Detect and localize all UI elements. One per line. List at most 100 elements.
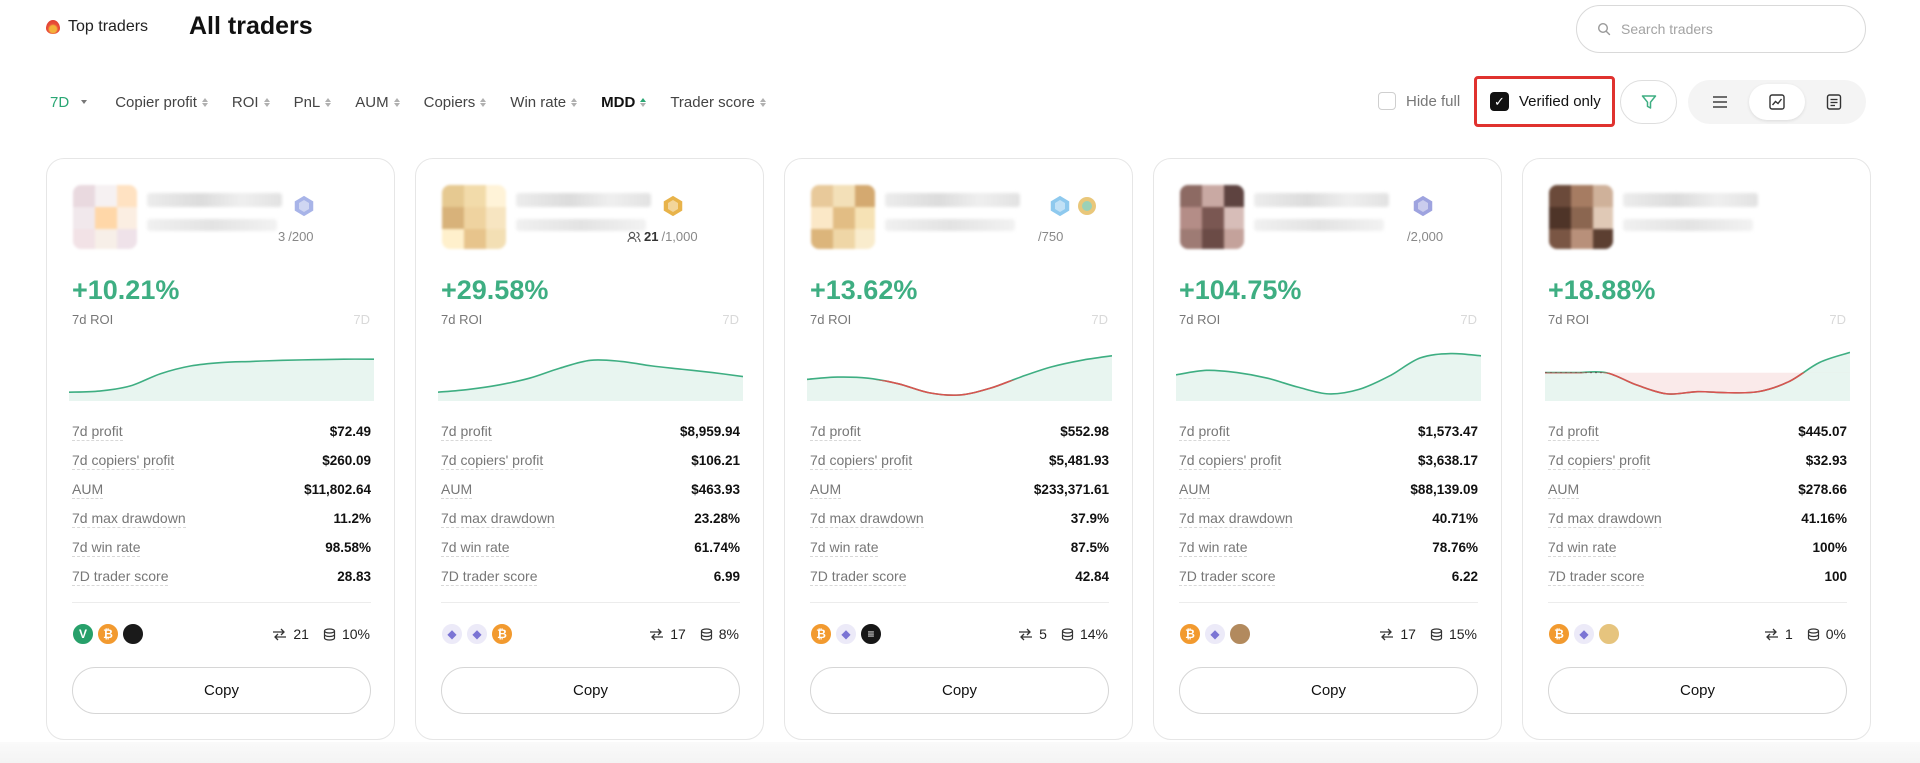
stat-label[interactable]: 7d win rate <box>1548 538 1617 557</box>
stat-label[interactable]: 7d profit <box>441 422 492 441</box>
sort-roi[interactable]: ROI <box>232 94 270 111</box>
roi-sparkline <box>438 359 743 401</box>
divider <box>1548 602 1847 603</box>
view-mode-toggle <box>1688 80 1866 124</box>
period-selector[interactable]: 7D <box>50 94 88 111</box>
stat-label[interactable]: 7d max drawdown <box>72 509 186 528</box>
stat-label[interactable]: AUM <box>72 480 104 499</box>
sort-label: Trader score <box>670 93 755 111</box>
stat-label[interactable]: 7d profit <box>1548 422 1599 441</box>
stat-label[interactable]: 7D trader score <box>1179 567 1276 586</box>
stat-label[interactable]: 7D trader score <box>1548 567 1645 586</box>
stat-label[interactable]: 7d win rate <box>810 538 879 557</box>
sort-aum[interactable]: AUM <box>355 94 400 111</box>
roi-label: 7d ROI <box>1548 312 1590 327</box>
stat-label[interactable]: 7d profit <box>810 422 861 441</box>
search-input[interactable] <box>1621 21 1841 37</box>
search-box[interactable] <box>1576 5 1866 53</box>
trader-handle-redacted <box>885 219 1015 231</box>
stat-label[interactable]: 7D trader score <box>810 567 907 586</box>
sort-mdd[interactable]: MDD <box>601 93 647 111</box>
stat-label[interactable]: 7d copiers' profit <box>72 451 175 470</box>
btc-coin-icon: ₿ <box>1548 623 1570 645</box>
card-meta: 21 10% <box>272 626 370 642</box>
trader-card[interactable]: +18.88% 7d ROI 7D 7d profit $445.07 7d copier… <box>1522 158 1871 740</box>
copy-button[interactable]: Copy <box>441 667 740 714</box>
stat-label[interactable]: AUM <box>810 480 842 499</box>
stat-label[interactable]: 7d max drawdown <box>1179 509 1293 528</box>
sort-arrows-icon <box>480 97 487 107</box>
avatar <box>442 185 506 249</box>
copy-button[interactable]: Copy <box>1548 667 1847 714</box>
trader-card[interactable]: 21/1,000 +29.58% 7d ROI 7D 7d profit $8,959.9… <box>415 158 764 740</box>
stat-row: 7d profit $552.98 <box>810 417 1109 446</box>
trader-card[interactable]: /750 +13.62% 7d ROI 7D 7d profit $552.98 7d co… <box>784 158 1133 740</box>
stat-label[interactable]: 7D trader score <box>72 567 169 586</box>
aum-ratio: 14% <box>1061 626 1108 642</box>
stat-label[interactable]: 7d max drawdown <box>441 509 555 528</box>
roi-value: +18.88% <box>1548 275 1656 305</box>
stat-row: 7d copiers' profit $3,638.17 <box>1179 446 1478 475</box>
sol-coin-icon: ≡ <box>860 623 882 645</box>
trader-handle-redacted <box>516 219 646 231</box>
copier-count-value: 21 <box>293 626 309 642</box>
stat-label[interactable]: 7d copiers' profit <box>1179 451 1282 470</box>
stat-label[interactable]: 7d copiers' profit <box>810 451 913 470</box>
trader-card[interactable]: /2,000 +104.75% 7d ROI 7D 7d profit $1,573.47… <box>1153 158 1502 740</box>
hide-full-checkbox[interactable]: Hide full <box>1378 92 1460 110</box>
stat-label[interactable]: 7d copiers' profit <box>441 451 544 470</box>
stat-label[interactable]: 7d win rate <box>72 538 141 557</box>
copier-count-value: 5 <box>1039 626 1047 642</box>
header: Top traders All traders <box>0 0 1920 60</box>
eth-coin-icon: ◆ <box>835 623 857 645</box>
roi-sparkline <box>69 358 374 401</box>
stat-label[interactable]: 7d max drawdown <box>810 509 924 528</box>
trader-stats: 7d profit $8,959.94 7d copiers' profit $106… <box>441 417 740 591</box>
card-view-button[interactable] <box>1805 84 1862 120</box>
copy-button[interactable]: Copy <box>810 667 1109 714</box>
sort-copier-profit[interactable]: Copier profit <box>115 94 208 111</box>
card-meta: 1 0% <box>1764 626 1846 642</box>
trader-name-redacted <box>1254 193 1389 207</box>
copier-count-value: 1 <box>1784 626 1793 642</box>
sort-win-rate[interactable]: Win rate <box>510 94 578 111</box>
filter-button[interactable] <box>1620 80 1677 124</box>
roi-value: +10.21% <box>72 275 180 305</box>
stat-label[interactable]: AUM <box>441 480 473 499</box>
stat-value: 98.58% <box>325 540 371 555</box>
sort-trader-score[interactable]: Trader score <box>670 93 766 111</box>
copier-count: 5 <box>1018 626 1047 642</box>
stat-value: 37.9% <box>1070 511 1109 526</box>
trader-name-redacted <box>147 193 282 207</box>
copy-button[interactable]: Copy <box>1179 667 1478 714</box>
trader-card[interactable]: 3/200 +10.21% 7d ROI 7D 7d profit $72.49 7d co… <box>46 158 395 740</box>
chart-view-button[interactable] <box>1748 84 1806 120</box>
stat-label[interactable]: 7d copiers' profit <box>1548 451 1651 470</box>
stat-value: 6.99 <box>713 569 740 584</box>
stat-label[interactable]: AUM <box>1548 480 1580 499</box>
stat-row: AUM $233,371.61 <box>810 475 1109 504</box>
stat-label[interactable]: 7d win rate <box>1179 538 1248 557</box>
stat-label[interactable]: 7D trader score <box>441 567 538 586</box>
copiers-capacity: 21/1,000 <box>627 229 698 244</box>
coin-stack-icon <box>1061 627 1074 641</box>
aum-ratio: 15% <box>1430 626 1477 642</box>
stat-value: $72.49 <box>329 424 371 439</box>
top-traders-link[interactable]: Top traders <box>46 18 148 36</box>
stat-row: 7d profit $445.07 <box>1548 417 1847 446</box>
stat-row: 7d copiers' profit $106.21 <box>441 446 740 475</box>
stat-label[interactable]: 7d max drawdown <box>1548 509 1662 528</box>
copy-button[interactable]: Copy <box>72 667 371 714</box>
divider <box>810 602 1109 603</box>
list-view-button[interactable] <box>1692 84 1749 120</box>
stat-label[interactable]: 7d profit <box>1179 422 1230 441</box>
sort-copiers[interactable]: Copiers <box>424 94 487 111</box>
stat-label[interactable]: 7d win rate <box>441 538 510 557</box>
sort-label: MDD <box>601 93 636 111</box>
checkbox-unchecked-icon <box>1378 92 1396 110</box>
stat-label[interactable]: AUM <box>1179 480 1211 499</box>
stat-row: AUM $88,139.09 <box>1179 475 1478 504</box>
stat-label[interactable]: 7d profit <box>72 422 123 441</box>
verified-only-checkbox[interactable]: ✓ Verified only <box>1474 76 1615 127</box>
sort-pnl[interactable]: PnL <box>294 94 332 111</box>
